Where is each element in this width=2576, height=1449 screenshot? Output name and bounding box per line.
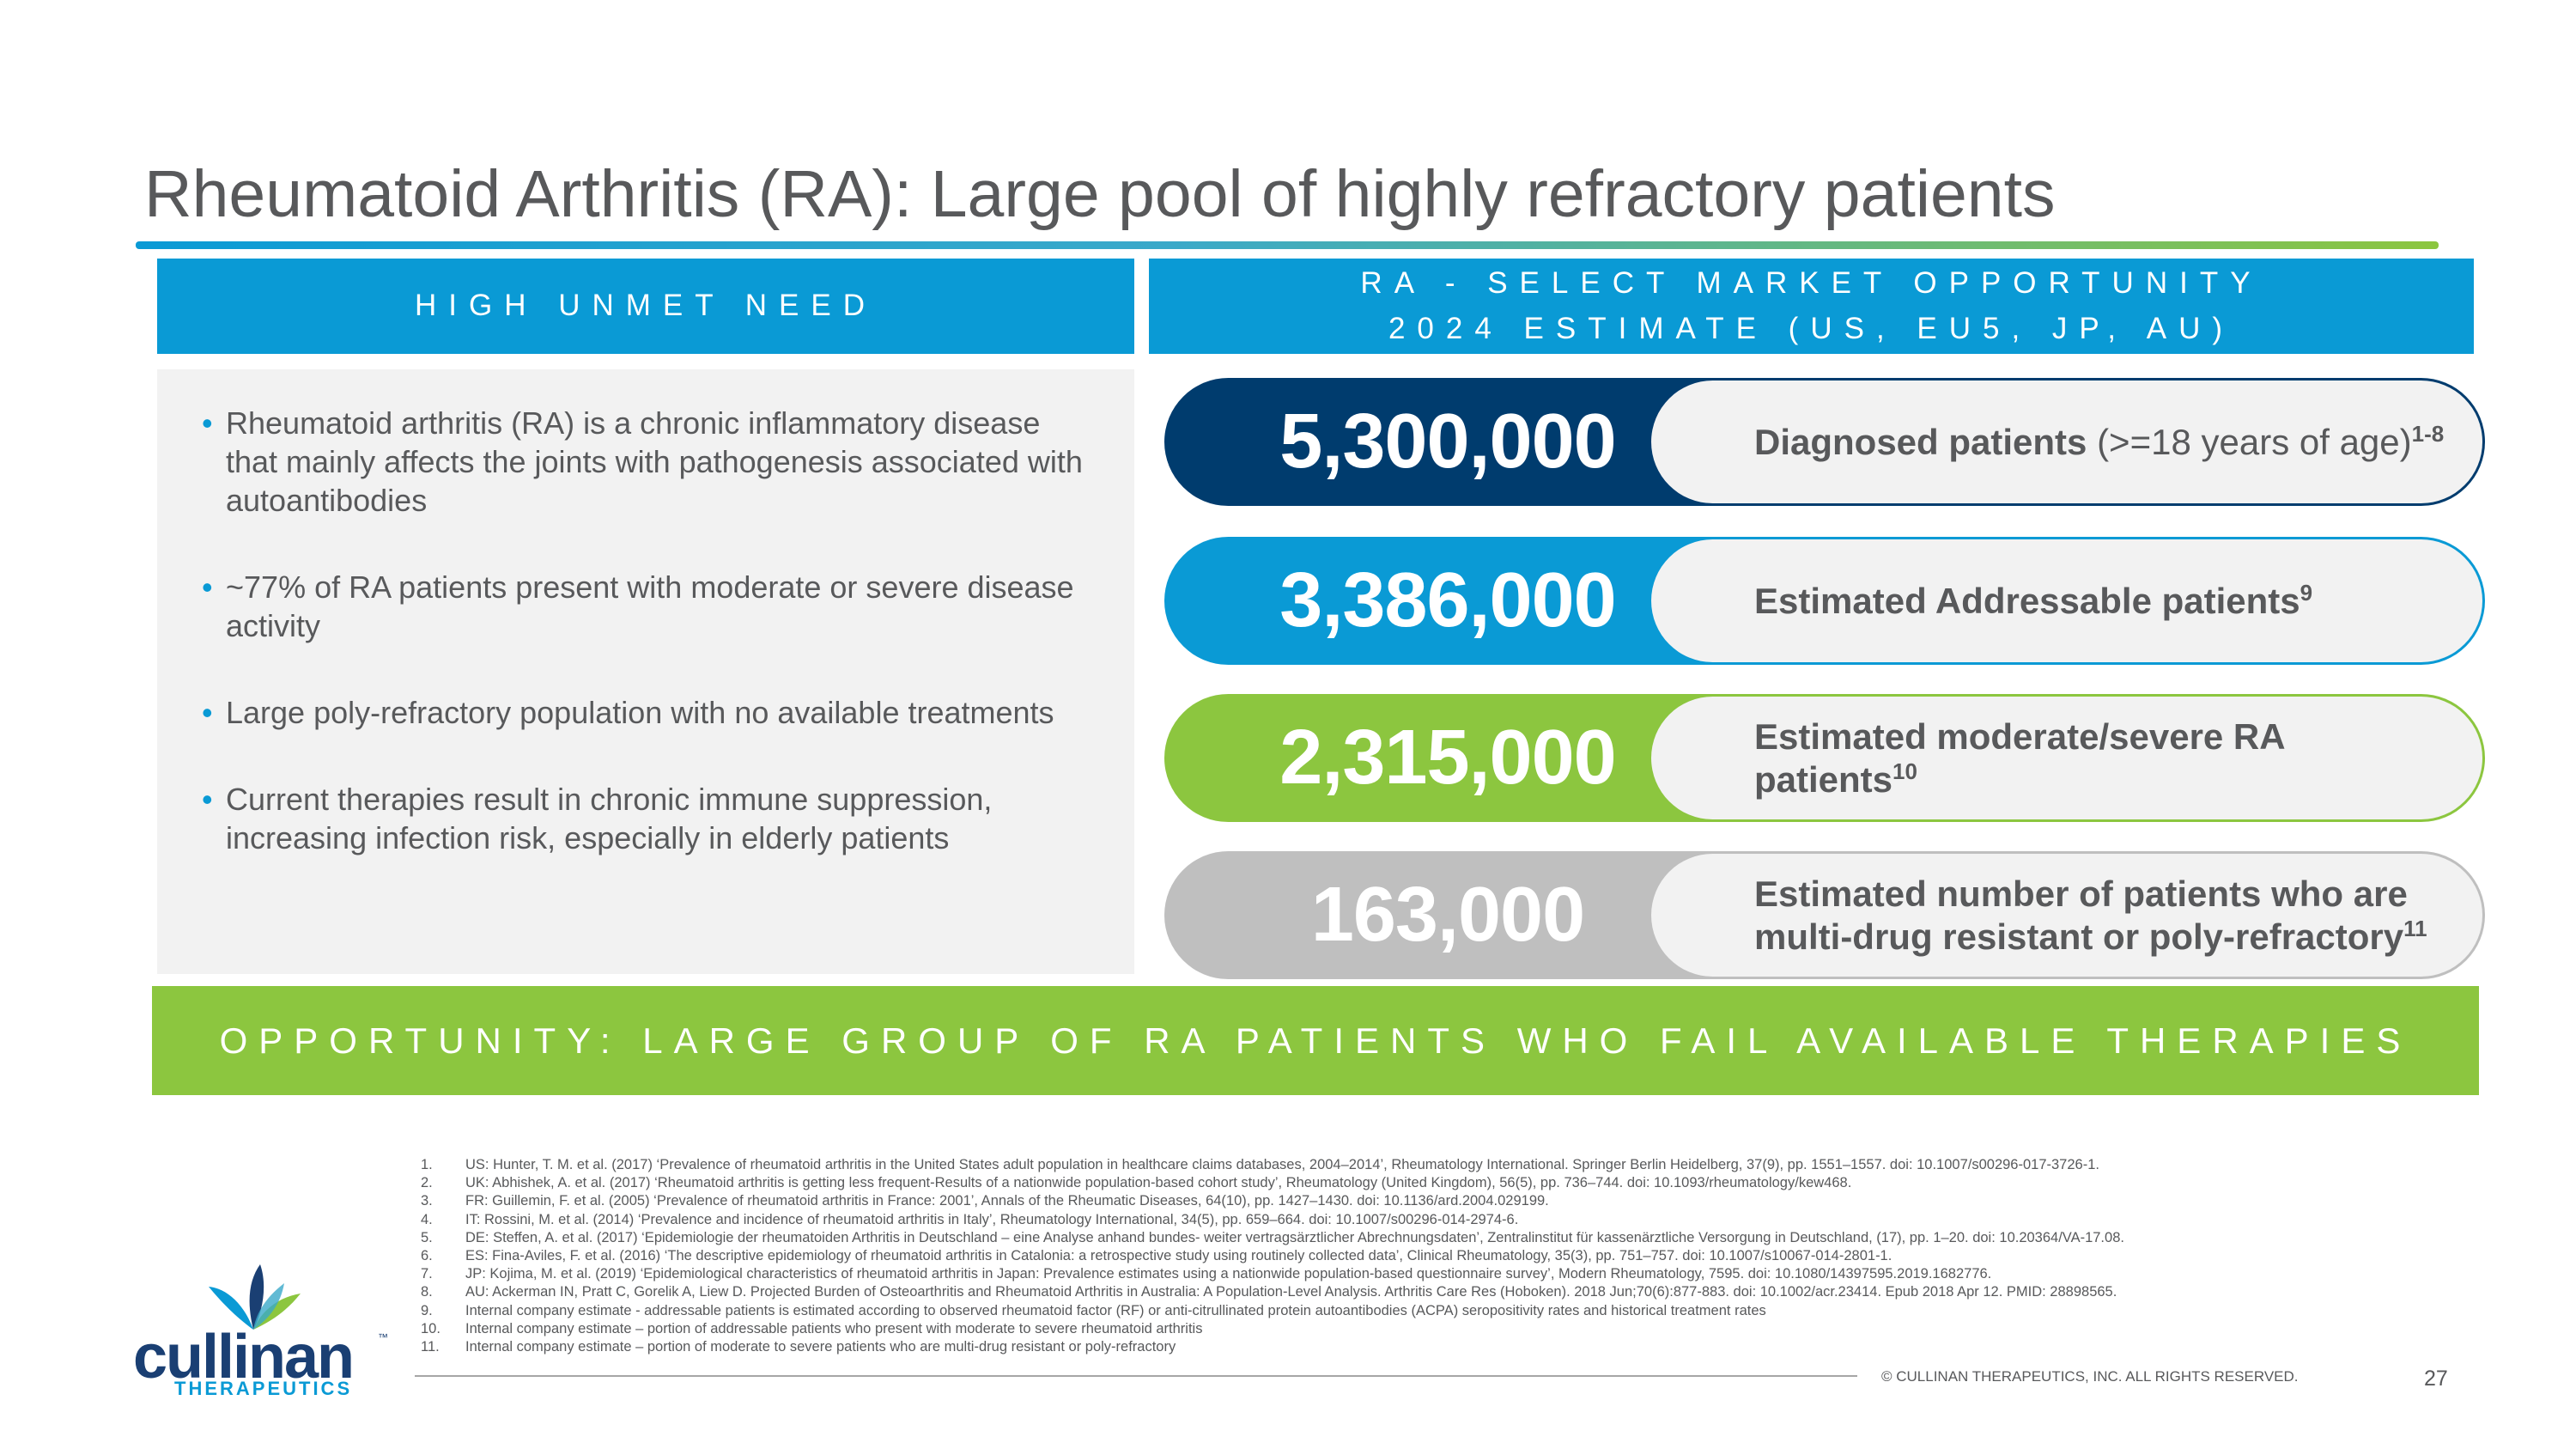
pill-footnote-ref: 10: [1893, 758, 1917, 784]
title-underline: [136, 241, 2439, 249]
high-unmet-need-header: HIGH UNMET NEED: [157, 259, 1134, 354]
bullet-item: Large poly-refractory population with no…: [202, 693, 1100, 732]
reference-item: 5. DE: Steffen, A. et al. (2017) ‘Epidemi…: [421, 1229, 2507, 1247]
references-list: 1. US: Hunter, T. M. et al. (2017) ‘Preva…: [421, 1156, 2507, 1356]
reference-item: 4. IT: Rossini, M. et al. (2014) ‘Prevale…: [421, 1211, 2507, 1229]
page-number: 27: [2424, 1367, 2448, 1391]
logo-leaf-icon: [209, 1264, 301, 1330]
reference-number: 8.: [421, 1284, 433, 1300]
logo-trademark: ™: [378, 1331, 388, 1343]
pill-label: Estimated number of patients who are mul…: [1651, 854, 2482, 977]
reference-item: 8. AU: Ackerman IN, Pratt C, Gorelik A, L…: [421, 1283, 2507, 1301]
reference-text: Internal company estimate – portion of a…: [465, 1320, 1203, 1336]
footer-divider: [415, 1375, 1857, 1377]
pill-value: 2,315,000: [1279, 715, 1616, 801]
pill-label-bold: Estimated Addressable patients: [1754, 580, 2300, 621]
pill-label-bold: Diagnosed patients: [1754, 421, 2087, 462]
pill-label-bold: Estimated number of patients who are mul…: [1754, 873, 2408, 957]
logo-wordmark: cullinan: [133, 1323, 355, 1391]
opportunity-banner-text: OPPORTUNITY: LARGE GROUP OF RA PATIENTS …: [219, 1020, 2412, 1061]
cullinan-logo: cullinan ™ THERAPEUTICS: [133, 1263, 391, 1400]
pill-footnote-ref: 11: [2403, 915, 2427, 941]
high-unmet-need-header-text: HIGH UNMET NEED: [415, 289, 877, 323]
pill-footnote-ref: 9: [2300, 579, 2313, 606]
reference-item: 6. ES: Fina-Aviles, F. et al. (2016) ‘The…: [421, 1247, 2507, 1265]
reference-text: US: Hunter, T. M. et al. (2017) ‘Prevale…: [465, 1157, 2099, 1172]
poly-refractory-patients-pill: 163,000 Estimated number of patients who…: [1164, 851, 2485, 979]
addressable-patients-pill: 3,386,000 Estimated Addressable patients…: [1164, 537, 2485, 665]
reference-text: IT: Rossini, M. et al. (2014) ‘Prevalenc…: [465, 1211, 1519, 1227]
pill-label: Estimated Addressable patients9: [1651, 539, 2482, 662]
reference-item: 2. UK: Abhishek, A. et al. (2017) ‘Rheuma…: [421, 1174, 2507, 1192]
reference-number: 5.: [421, 1229, 433, 1245]
unmet-need-panel: Rheumatoid arthritis (RA) is a chronic i…: [157, 369, 1134, 974]
market-opportunity-header: RA - SELECT MARKET OPPORTUNITY 2024 ESTI…: [1149, 259, 2474, 354]
reference-text: Internal company estimate – portion of m…: [465, 1339, 1176, 1355]
pill-value: 5,300,000: [1279, 399, 1616, 484]
pill-value: 163,000: [1310, 872, 1585, 958]
copyright-notice: © CULLINAN THERAPEUTICS, INC. ALL RIGHTS…: [1881, 1368, 2299, 1385]
reference-text: Internal company estimate - addressable …: [465, 1302, 1766, 1318]
reference-number: 6.: [421, 1248, 433, 1264]
reference-number: 3.: [421, 1193, 433, 1209]
bullet-item: Current therapies result in chronic immu…: [202, 780, 1100, 857]
reference-text: UK: Abhishek, A. et al. (2017) ‘Rheumato…: [465, 1175, 1852, 1191]
reference-number: 7.: [421, 1266, 433, 1282]
market-opportunity-header-line2: 2024 ESTIMATE (US, EU5, JP, AU): [1388, 311, 2235, 345]
opportunity-banner: OPPORTUNITY: LARGE GROUP OF RA PATIENTS …: [152, 986, 2479, 1095]
bullet-item: ~77% of RA patients present with moderat…: [202, 568, 1100, 645]
reference-item: 3. FR: Guillemin, F. et al. (2005) ‘Preva…: [421, 1192, 2507, 1210]
reference-item: 7. JP: Kojima, M. et al. (2019) ‘Epidemio…: [421, 1265, 2507, 1283]
reference-text: ES: Fina-Aviles, F. et al. (2016) ‘The d…: [465, 1248, 1893, 1264]
pill-label-rest: (>=18 years of age): [2087, 421, 2412, 462]
diagnosed-patients-pill: 5,300,000 Diagnosed patients (>=18 years…: [1164, 378, 2485, 506]
reference-number: 4.: [421, 1211, 433, 1227]
pill-footnote-ref: 1-8: [2411, 420, 2445, 447]
reference-number: 2.: [421, 1175, 433, 1191]
moderate-severe-patients-pill: 2,315,000 Estimated moderate/severe RA p…: [1164, 694, 2485, 822]
pill-label-bold: Estimated moderate/severe RA patients: [1754, 715, 2285, 800]
reference-text: JP: Kojima, M. et al. (2019) ‘Epidemiolo…: [465, 1266, 1992, 1282]
reference-text: DE: Steffen, A. et al. (2017) ‘Epidemiol…: [465, 1229, 2124, 1245]
reference-item: 9. Internal company estimate - addressabl…: [421, 1302, 2507, 1320]
reference-number: 9.: [421, 1302, 433, 1318]
logo-subtitle: THERAPEUTICS: [174, 1378, 353, 1399]
market-opportunity-header-line1: RA - SELECT MARKET OPPORTUNITY: [1360, 266, 2263, 300]
reference-number: 11.: [421, 1339, 440, 1355]
bullet-item: Rheumatoid arthritis (RA) is a chronic i…: [202, 404, 1100, 520]
pill-label: Diagnosed patients (>=18 years of age)1-…: [1651, 381, 2482, 503]
reference-number: 10.: [421, 1320, 440, 1336]
reference-item: 1. US: Hunter, T. M. et al. (2017) ‘Preva…: [421, 1156, 2507, 1174]
reference-item: 11. Internal company estimate – portion o…: [421, 1338, 2507, 1356]
pill-label: Estimated moderate/severe RA patients10: [1651, 697, 2482, 819]
page-title: Rheumatoid Arthritis (RA): Large pool of…: [144, 157, 2056, 231]
reference-number: 1.: [421, 1157, 433, 1172]
reference-text: AU: Ackerman IN, Pratt C, Gorelik A, Lie…: [465, 1284, 2117, 1300]
reference-item: 10. Internal company estimate – portion o…: [421, 1320, 2507, 1338]
pill-value: 3,386,000: [1279, 557, 1616, 643]
reference-text: FR: Guillemin, F. et al. (2005) ‘Prevale…: [465, 1193, 1549, 1209]
